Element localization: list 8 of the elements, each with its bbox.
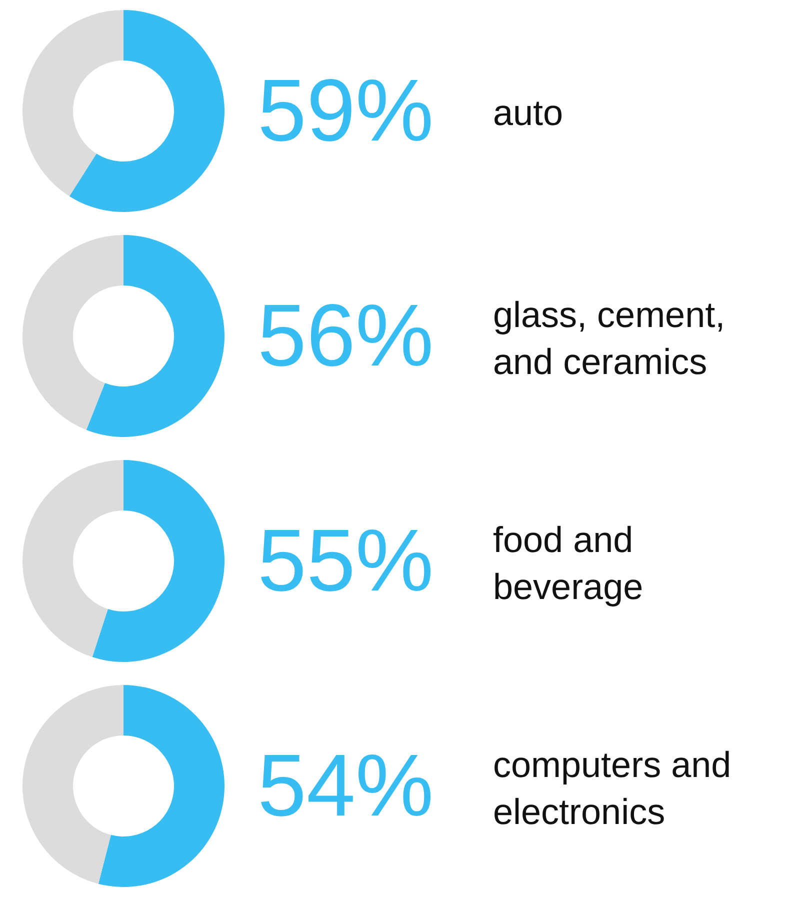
- data-label: 56%: [258, 285, 434, 384]
- text: food and beverage: [493, 518, 644, 608]
- text: computers and electronics: [493, 742, 732, 834]
- text: glass, cement, and ceramics: [493, 292, 726, 384]
- text: auto: [493, 91, 564, 135]
- data-label: 54%: [258, 735, 434, 834]
- data-label: 59%: [258, 60, 434, 160]
- data-label: 55%: [258, 510, 434, 610]
